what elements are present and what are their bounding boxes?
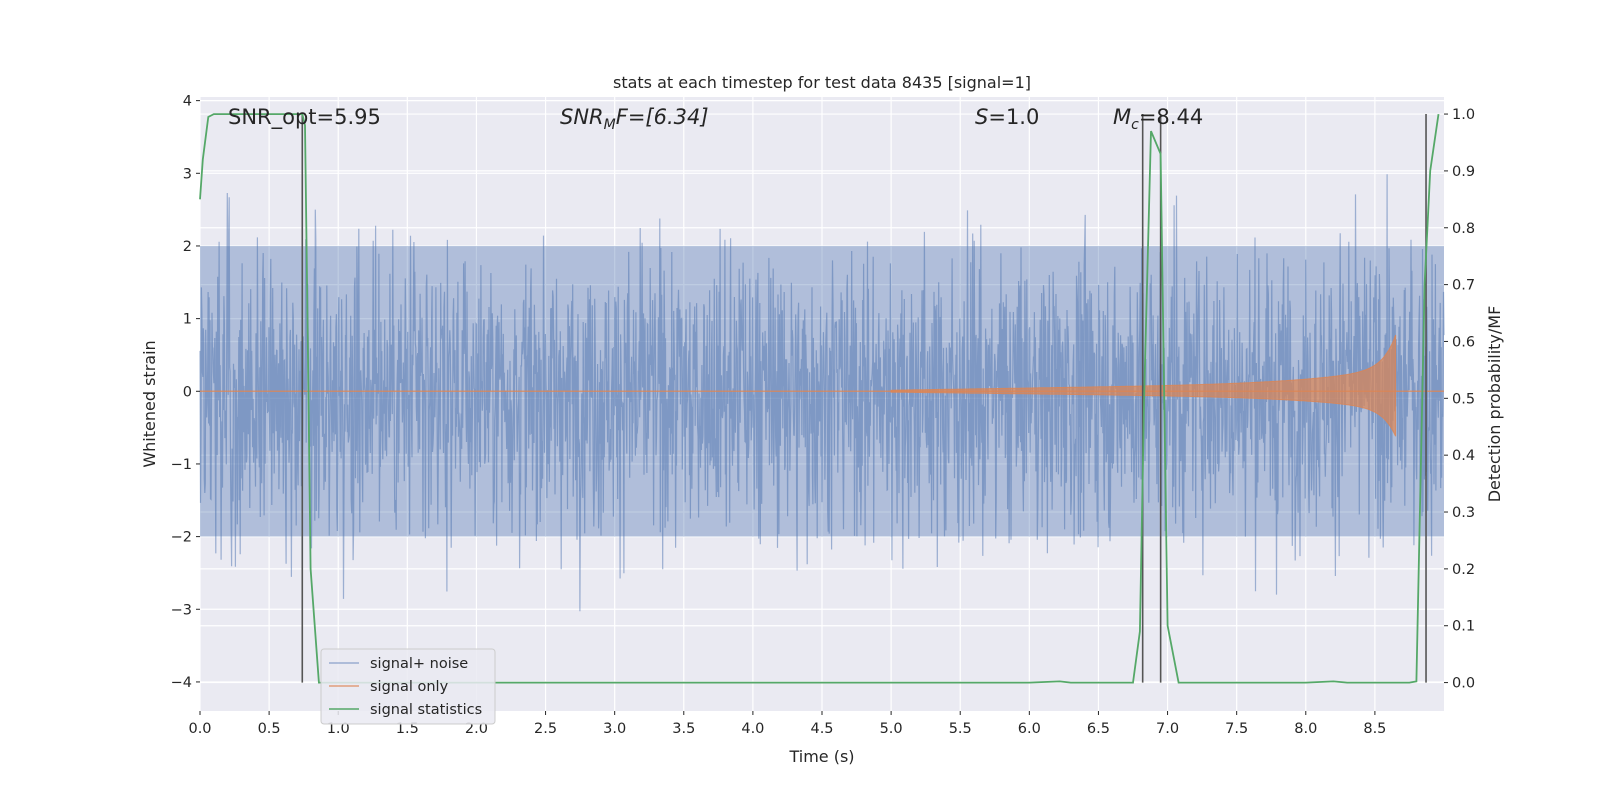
legend: signal+ noise signal only signal statist… xyxy=(320,648,496,725)
legend-label-stats: signal statistics xyxy=(370,702,482,718)
snr-mf-subscript: M xyxy=(604,117,616,133)
y-left-tick-label: −1 xyxy=(171,457,192,473)
x-tick-label: 3.0 xyxy=(603,721,626,737)
statistics-series xyxy=(199,113,1440,684)
x-tick-label: 5.0 xyxy=(880,721,903,737)
signal-chirp xyxy=(890,334,1397,437)
x-tick-label: 8.0 xyxy=(1294,721,1317,737)
y-right-tick-label: 0.4 xyxy=(1452,448,1475,464)
y-right-tick-label: 0.5 xyxy=(1452,391,1475,407)
y-right-ticks: 0.0 0.1 0.2 0.3 0.4 0.5 0.6 0.7 0.8 0.9 1.0 xyxy=(1444,107,1475,692)
x-tick-label: 0.5 xyxy=(258,721,281,737)
snr-mf-value: F=[6.34] xyxy=(616,105,709,129)
y-right-tick-label: 0.6 xyxy=(1452,334,1475,350)
y-left-tick-label: 4 xyxy=(183,94,192,110)
x-tick-label: 5.5 xyxy=(949,721,972,737)
mc-subscript: c xyxy=(1131,117,1139,133)
y-left-ticks: −4 −3 −2 −1 0 1 2 3 4 xyxy=(171,94,200,691)
y-right-tick-label: 0.9 xyxy=(1452,164,1475,180)
noise-line xyxy=(199,174,1445,612)
legend-label-noise: signal+ noise xyxy=(370,656,468,672)
snr-mf-symbol: SNR xyxy=(560,105,604,129)
x-tick-label: 4.0 xyxy=(741,721,764,737)
y-left-tick-label: 3 xyxy=(183,166,192,182)
y-left-tick-label: 2 xyxy=(183,239,192,255)
mc-value: =8.44 xyxy=(1139,105,1203,129)
x-tick-label: 6.0 xyxy=(1018,721,1041,737)
signal-series xyxy=(200,334,1444,437)
statistics-line xyxy=(199,113,1440,684)
y-right-tick-label: 0.8 xyxy=(1452,221,1475,237)
annotation-s: S=1.0 xyxy=(975,105,1039,129)
y-axis-label-left: Whitened strain xyxy=(140,340,159,467)
annotation-snr-mf: SNRMF=[6.34] xyxy=(560,105,709,133)
x-tick-label: 8.5 xyxy=(1363,721,1386,737)
x-tick-label: 0.0 xyxy=(188,721,211,737)
y-axis-label-right: Detection probability/MF xyxy=(1485,306,1504,503)
y-left-tick-label: −2 xyxy=(171,530,192,546)
legend-label-signal: signal only xyxy=(370,679,449,695)
annotation-snr-opt: SNR_opt=5.95 xyxy=(228,105,381,130)
y-left-tick-label: −3 xyxy=(171,602,192,618)
y-right-tick-label: 0.0 xyxy=(1452,676,1475,692)
y-left-tick-label: 0 xyxy=(183,384,192,400)
annotation-mc: Mc=8.44 xyxy=(1113,105,1203,133)
y-right-tick-label: 0.7 xyxy=(1452,278,1475,294)
mc-symbol: M xyxy=(1113,105,1131,129)
x-tick-label: 3.5 xyxy=(672,721,695,737)
s-value: =1.0 xyxy=(988,105,1039,129)
x-tick-label: 2.0 xyxy=(465,721,488,737)
x-tick-label: 7.0 xyxy=(1156,721,1179,737)
y-right-tick-label: 1.0 xyxy=(1452,107,1475,123)
x-axis-label: Time (s) xyxy=(788,747,854,766)
y-left-tick-label: 1 xyxy=(183,312,192,328)
x-tick-label: 6.5 xyxy=(1087,721,1110,737)
x-tick-label: 2.5 xyxy=(534,721,557,737)
y-right-tick-label: 0.2 xyxy=(1452,562,1475,578)
x-tick-label: 4.5 xyxy=(810,721,833,737)
x-tick-label: 1.0 xyxy=(327,721,350,737)
chart-title: stats at each timestep for test data 843… xyxy=(613,73,1031,92)
y-right-tick-label: 0.3 xyxy=(1452,505,1475,521)
x-tick-label: 1.5 xyxy=(396,721,419,737)
x-ticks: 0.0 0.5 1.0 1.5 2.0 2.5 3.0 3.5 4.0 4.5 5.0 5.5 6.0 6… xyxy=(188,711,1386,737)
s-symbol: S xyxy=(975,105,988,129)
x-tick-label: 7.5 xyxy=(1225,721,1248,737)
y-left-tick-label: −4 xyxy=(171,675,192,691)
legend-box xyxy=(320,648,496,725)
y-right-tick-label: 0.1 xyxy=(1452,619,1475,635)
